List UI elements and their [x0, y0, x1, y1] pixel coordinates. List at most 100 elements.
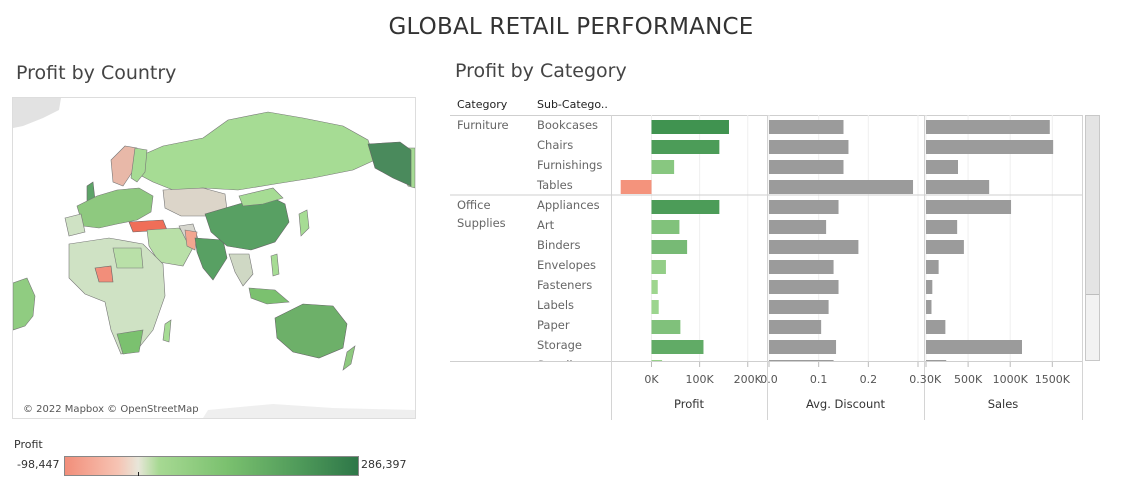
- profit-map[interactable]: © 2022 Mapbox © OpenStreetMap: [12, 97, 416, 419]
- subcategory-header[interactable]: Sub-Catego..: [537, 98, 608, 111]
- sales-bar[interactable]: [926, 200, 1012, 214]
- subcategory-label: Binders: [537, 238, 580, 252]
- pane-divider-end: [1082, 115, 1083, 420]
- profit-bar[interactable]: [651, 160, 675, 174]
- axis-tick-label: 1000K: [993, 373, 1029, 386]
- sales-bar[interactable]: [926, 160, 958, 174]
- sales-bar[interactable]: [926, 220, 958, 234]
- profit-bar[interactable]: [651, 300, 659, 314]
- map-canvas[interactable]: [13, 98, 415, 418]
- category-label: Furniture: [457, 118, 509, 132]
- discount-bar[interactable]: [769, 340, 837, 354]
- russia-shape: [130, 111, 376, 191]
- subcategory-label: Appliances: [537, 198, 600, 212]
- legend-max-label: 286,397: [361, 458, 407, 471]
- subcategory-label: Fasteners: [537, 278, 592, 292]
- japan-shape: [298, 209, 310, 237]
- brazil-shape: [13, 277, 36, 331]
- profit-bar[interactable]: [620, 180, 652, 194]
- profit-bar[interactable]: [651, 260, 666, 274]
- axis-tick-label: 100K: [686, 373, 715, 386]
- discount-bar[interactable]: [769, 280, 839, 294]
- discount-bar[interactable]: [769, 160, 844, 174]
- north-africa-shape: [112, 247, 144, 269]
- subcategory-label: Envelopes: [537, 258, 596, 272]
- sales-bar[interactable]: [926, 320, 946, 334]
- discount-bar[interactable]: [769, 220, 827, 234]
- sales-bar[interactable]: [926, 120, 1050, 134]
- axis-tick-label: 0.1: [810, 373, 828, 386]
- mongolia-shape: [238, 187, 284, 207]
- sales-bar[interactable]: [926, 300, 932, 314]
- pane-divider-profit: [611, 115, 612, 420]
- axis-tick-label: 0.0: [760, 373, 778, 386]
- subcategory-label: Labels: [537, 298, 574, 312]
- profit-bar[interactable]: [651, 120, 729, 134]
- europe-shape: [76, 187, 154, 229]
- axis-tick-label: 200K: [734, 373, 763, 386]
- profit-bar[interactable]: [651, 280, 658, 294]
- discount-bar[interactable]: [769, 200, 839, 214]
- madagascar-shape: [162, 319, 172, 343]
- map-title: Profit by Country: [16, 62, 177, 84]
- subcategory-label: Bookcases: [537, 118, 598, 132]
- profit-bar[interactable]: [651, 360, 663, 361]
- discount-bar[interactable]: [769, 320, 822, 334]
- profit-bar[interactable]: [651, 320, 681, 334]
- subcategory-label: Tables: [536, 178, 573, 192]
- greenland-shape: [13, 98, 61, 128]
- sales-bar[interactable]: [926, 280, 933, 294]
- sales-axis-title: Sales: [987, 397, 1019, 411]
- axis-tick-label: 0.3: [909, 373, 927, 386]
- rows-bottom-divider: [450, 361, 1082, 362]
- profit-bar[interactable]: [651, 140, 720, 154]
- discount-bar[interactable]: [769, 180, 914, 194]
- new-zealand-shape: [342, 345, 356, 371]
- se-asia-shape: [228, 253, 254, 287]
- axis-tick-label: 0.2: [860, 373, 878, 386]
- profit-bar[interactable]: [651, 200, 720, 214]
- discount-bar[interactable]: [769, 260, 834, 274]
- sales-bar[interactable]: [926, 360, 947, 361]
- category-rows-viewport[interactable]: Furniture Bookcases Chairs Furnishings Table…: [450, 115, 1082, 361]
- australia-shape: [274, 303, 348, 359]
- header-divider: [450, 115, 1082, 116]
- nigeria-shape: [94, 265, 114, 283]
- sales-bar[interactable]: [926, 260, 939, 274]
- category-label: Supplies: [457, 216, 506, 230]
- discount-bar[interactable]: [769, 300, 829, 314]
- subcategory-label: Storage: [537, 338, 582, 352]
- axis-tick-label: 1500K: [1035, 373, 1071, 386]
- sales-bar[interactable]: [926, 140, 1054, 154]
- south-africa-shape: [116, 329, 144, 355]
- pakistan-shape: [184, 229, 198, 251]
- antarctica-shape: [203, 404, 415, 418]
- sales-bar[interactable]: [926, 180, 990, 194]
- middle-east-shape: [146, 227, 196, 267]
- profit-bar[interactable]: [651, 240, 688, 254]
- category-header[interactable]: Category: [457, 98, 508, 111]
- profit-bar[interactable]: [651, 340, 704, 354]
- axis-tick-label: 0K: [927, 373, 942, 386]
- subcategory-label: Furnishings: [537, 158, 602, 172]
- discount-bar[interactable]: [769, 240, 859, 254]
- philippines-shape: [270, 253, 280, 277]
- sales-bar[interactable]: [926, 340, 1022, 354]
- profit-bar[interactable]: [651, 220, 680, 234]
- pane-divider-discount: [767, 115, 768, 420]
- subcategory-label: Art: [537, 218, 555, 232]
- dashboard-title: GLOBAL RETAIL PERFORMANCE: [388, 14, 754, 40]
- subcategory-label: Chairs: [537, 138, 573, 152]
- discount-bar[interactable]: [769, 140, 849, 154]
- legend-zero-tick: [138, 472, 139, 476]
- discount-bar[interactable]: [769, 360, 834, 361]
- alaska-shape: [367, 141, 412, 187]
- discount-axis-title: Avg. Discount: [805, 397, 886, 411]
- finland-shape: [130, 147, 148, 183]
- discount-bar[interactable]: [769, 120, 844, 134]
- category-bars-svg: Furniture Bookcases Chairs Furnishings Table…: [450, 115, 1082, 361]
- scrollbar-thumb[interactable]: [1086, 116, 1099, 295]
- sales-bar[interactable]: [926, 240, 964, 254]
- axis-tick-label: 0K: [644, 373, 659, 386]
